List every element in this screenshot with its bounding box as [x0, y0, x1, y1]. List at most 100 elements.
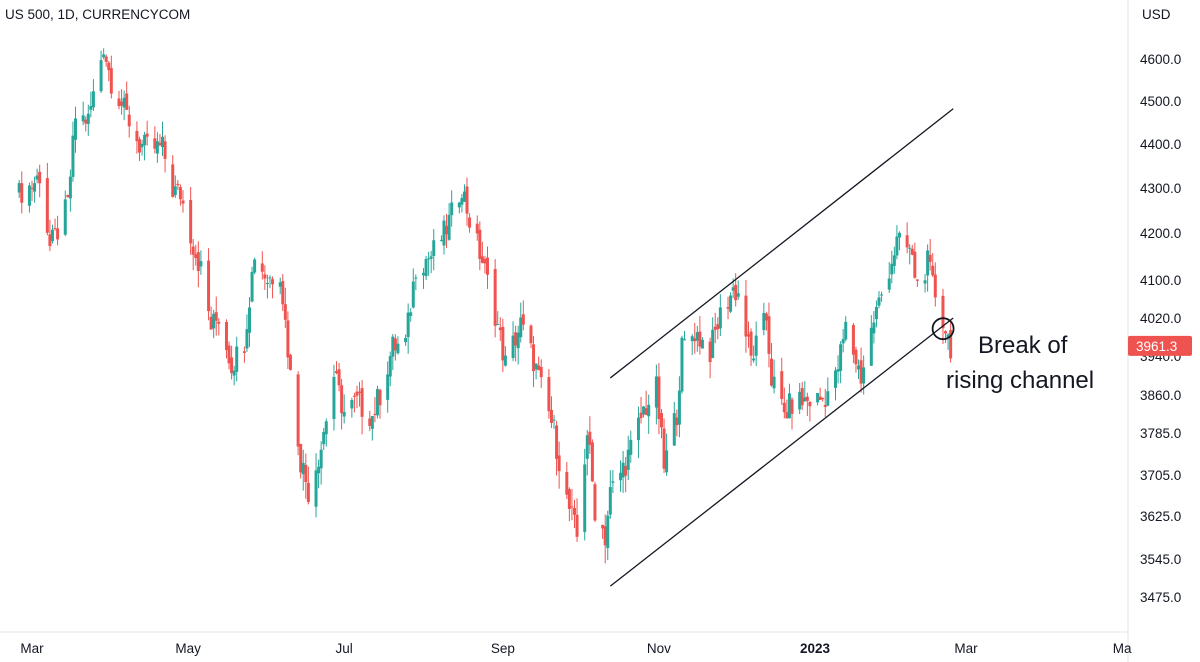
candle-body [250, 271, 254, 302]
candle-body [662, 428, 666, 469]
candle-body [514, 332, 518, 346]
candle-body [442, 220, 446, 246]
candle-body [790, 399, 794, 414]
candle-body [823, 404, 827, 407]
candle-body [785, 412, 789, 419]
candle-body [173, 186, 177, 196]
candle-body [601, 525, 605, 529]
candle-body [91, 91, 95, 108]
price-tick-label: 4200.0 [1140, 226, 1181, 241]
candle-body [770, 358, 774, 386]
candle-body [30, 187, 34, 189]
candle-body [644, 408, 648, 415]
candle-body [565, 471, 569, 495]
candle-body [143, 134, 147, 146]
candle-body [468, 217, 472, 228]
candle-body [874, 306, 878, 320]
candle-body [117, 98, 121, 107]
candle-body [603, 526, 607, 546]
candle-body [726, 307, 730, 309]
candle-body [439, 239, 443, 241]
candle-body [145, 133, 149, 137]
price-tick-label: 3860.0 [1140, 388, 1181, 403]
candle-body [583, 464, 587, 532]
candle-body [675, 417, 679, 426]
candle-body [360, 388, 364, 417]
candle-body [608, 487, 612, 515]
candle-body [897, 232, 901, 238]
candle-body [816, 393, 820, 403]
candle-body [391, 336, 395, 357]
candle-body [534, 363, 538, 370]
candle-body [265, 282, 269, 284]
candle-body [859, 360, 863, 384]
candle-body [572, 507, 576, 515]
candle-body [762, 312, 766, 331]
candle-body [324, 421, 328, 435]
candle-body [818, 396, 822, 400]
candle-body [286, 320, 290, 358]
candle-body [194, 254, 198, 259]
candle-body [460, 198, 464, 205]
candle-body [892, 255, 896, 266]
candle-body [665, 450, 669, 473]
price-tick-label: 4400.0 [1140, 137, 1181, 152]
candle-body [176, 183, 180, 186]
candle-body [877, 297, 881, 306]
candle-body [539, 366, 543, 378]
candle-body [447, 214, 451, 240]
candle-body [642, 406, 646, 415]
candle-body [636, 417, 640, 441]
candle-body [800, 388, 804, 406]
candle-body [593, 484, 597, 521]
candle-body [851, 324, 855, 355]
candle-body [496, 324, 500, 326]
candle-body [242, 351, 246, 353]
candle-body [27, 185, 31, 206]
candle-body [140, 143, 144, 148]
price-tick-label: 4300.0 [1140, 181, 1181, 196]
candle-body [153, 138, 157, 149]
candle-body [931, 265, 935, 276]
candle-body [475, 223, 479, 234]
candle-body [352, 395, 356, 397]
candle-body [217, 321, 221, 324]
last-price-badge: 3961.3 [1128, 335, 1192, 356]
candle-body [181, 200, 185, 204]
price-tick-label: 3785.0 [1140, 426, 1181, 441]
candle-body [406, 312, 410, 338]
candle-body [787, 393, 791, 419]
candle-body [555, 425, 559, 459]
candle-body [235, 346, 239, 372]
candle-body [516, 332, 520, 349]
candle-body [137, 139, 141, 153]
candle-body [378, 389, 382, 406]
candle-body [744, 295, 748, 337]
candles-group [17, 48, 953, 564]
candle-body [66, 194, 70, 198]
time-tick-label: Sep [491, 641, 515, 656]
candle-body [161, 136, 165, 148]
candle-body [457, 202, 461, 208]
candle-body [127, 114, 131, 127]
price-axis: 4600.0 4500.0 4400.0 4300.0 4200.0 4100.0 4020… [1140, 52, 1181, 605]
candle-body [782, 402, 786, 413]
candle-body [708, 341, 712, 363]
candle-body [283, 304, 287, 320]
candle-body [826, 391, 830, 406]
candle-body [693, 338, 697, 342]
candle-body [895, 236, 899, 256]
candle-body [588, 431, 592, 445]
annotation-text-line2: rising channel [946, 367, 1094, 394]
time-tick-label: 2023 [800, 641, 831, 656]
candle-body [913, 251, 917, 278]
candle-body [731, 287, 735, 291]
candle-body [493, 269, 497, 326]
candle-body [20, 183, 24, 203]
candle-body [767, 316, 771, 354]
candle-body [50, 229, 54, 242]
candle-body [288, 354, 292, 370]
candle-body [358, 391, 362, 393]
candle-body [532, 344, 536, 372]
